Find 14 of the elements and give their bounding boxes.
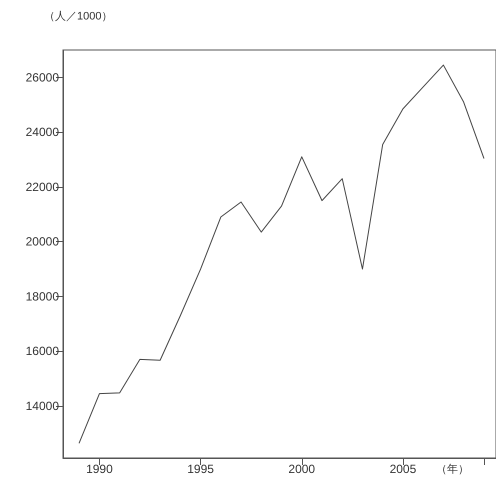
x-tick-label: 2005	[390, 462, 417, 476]
x-tick-label: 1995	[187, 462, 214, 476]
y-tick-label: 20000	[26, 234, 60, 249]
y-tick-label: 18000	[26, 289, 60, 304]
line-series	[78, 64, 484, 444]
x-tick-label: 2000	[288, 462, 316, 476]
y-tick-label: 24000	[26, 125, 60, 140]
y-tick-label: 16000	[26, 344, 60, 358]
y-axis-title: （人／1000）	[44, 10, 112, 22]
y-tick-label: 26000	[26, 70, 60, 84]
y-tick-label: 14000	[26, 398, 60, 413]
y-tick-label: 22000	[26, 180, 60, 194]
x-axis-title: （年）	[436, 464, 469, 476]
x-tick-label: 1990	[86, 462, 114, 476]
